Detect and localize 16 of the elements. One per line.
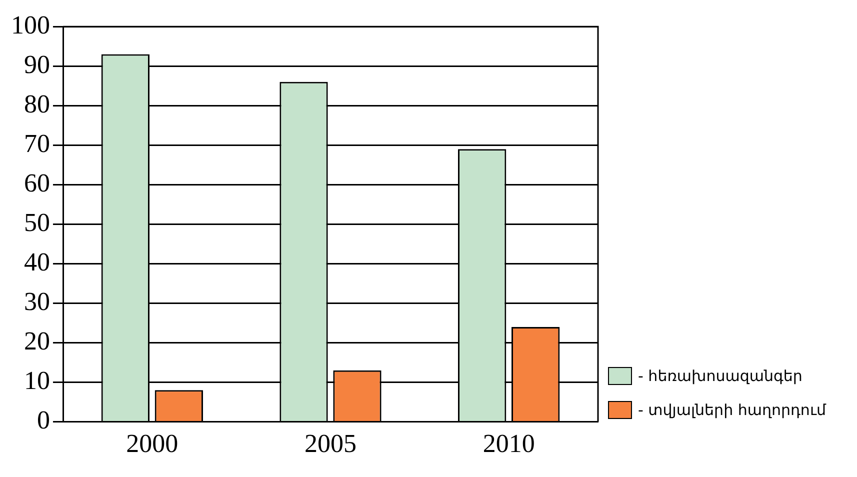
legend-label: - հեռախոսազանգեր [638,367,802,385]
y-tick-label: 70 [24,128,50,158]
y-tick-label: 0 [37,406,50,435]
y-tick-label: 80 [24,89,50,118]
y-tick-label: 90 [24,50,50,79]
x-tick-label: 2010 [482,429,535,458]
x-tick-label: 2000 [126,429,178,458]
y-tick-label: 10 [24,366,50,396]
y-tick-label: 40 [24,248,50,277]
x-tick-label: 2005 [304,429,356,458]
legend-label: - տվյալների հաղորդում [638,401,826,419]
y-tick-label: 20 [24,326,50,356]
y-tick-label: 50 [24,208,50,238]
y-tick-label: 30 [24,287,50,316]
y-tick-label: 100 [11,10,50,40]
y-tick-label: 60 [24,168,50,198]
